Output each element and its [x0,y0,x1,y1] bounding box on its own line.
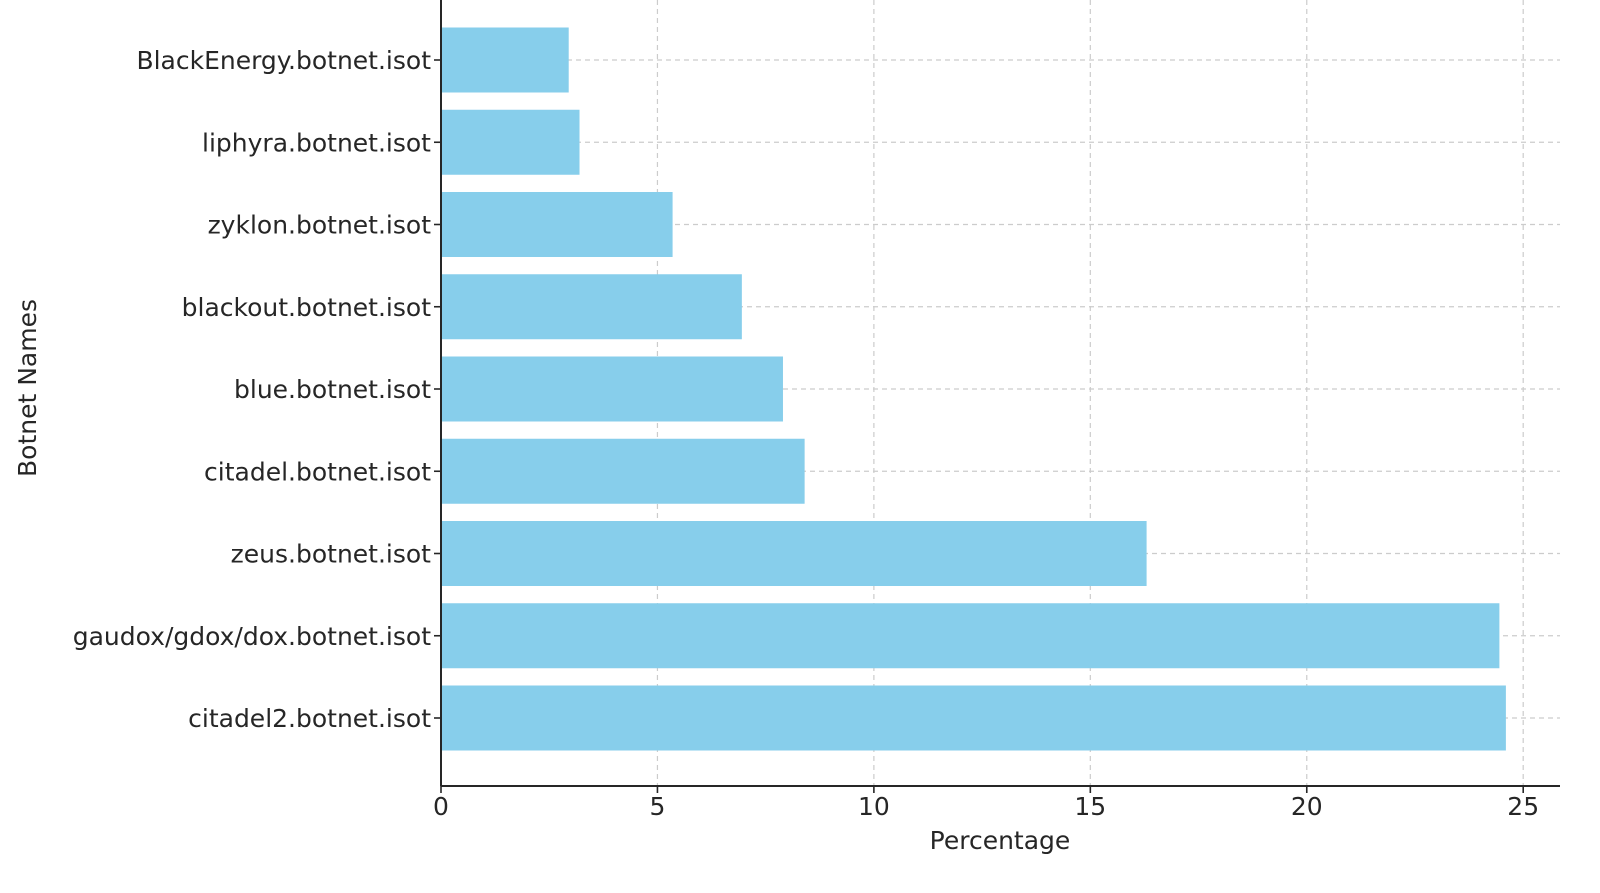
x-tick-label: 5 [649,792,665,821]
bar [441,274,742,340]
x-tick-label: 0 [433,792,449,821]
category-label: citadel.botnet.isot [204,457,431,486]
x-tick-label: 20 [1291,792,1323,821]
category-label: gaudox/gdox/dox.botnet.isot [73,622,431,651]
axes [434,0,1560,793]
bar [441,603,1500,669]
bar [441,192,673,257]
category-label: zeus.botnet.isot [231,540,432,569]
x-tick-label: 25 [1507,792,1539,821]
bar [441,685,1506,751]
category-label: citadel2.botnet.isot [188,704,431,733]
y-axis-title: Botnet Names [13,299,42,477]
bars [441,27,1506,751]
x-tick-label: 15 [1074,792,1106,821]
category-label: liphyra.botnet.isot [202,128,431,157]
bar [441,109,580,175]
bar [441,438,805,504]
bar [441,356,783,422]
category-labels: citadel2.botnet.isot gaudox/gdox/dox.botn… [73,46,431,733]
x-tick-labels: 0 5 10 15 20 25 [433,792,1539,821]
x-tick-label: 10 [858,792,890,821]
category-label: blue.botnet.isot [234,375,431,404]
category-label: zyklon.botnet.isot [208,211,432,240]
category-label: blackout.botnet.isot [182,293,432,322]
x-axis-title: Percentage [930,826,1071,855]
bar [441,27,569,93]
bar [441,521,1147,586]
category-label: BlackEnergy.botnet.isot [136,46,431,75]
